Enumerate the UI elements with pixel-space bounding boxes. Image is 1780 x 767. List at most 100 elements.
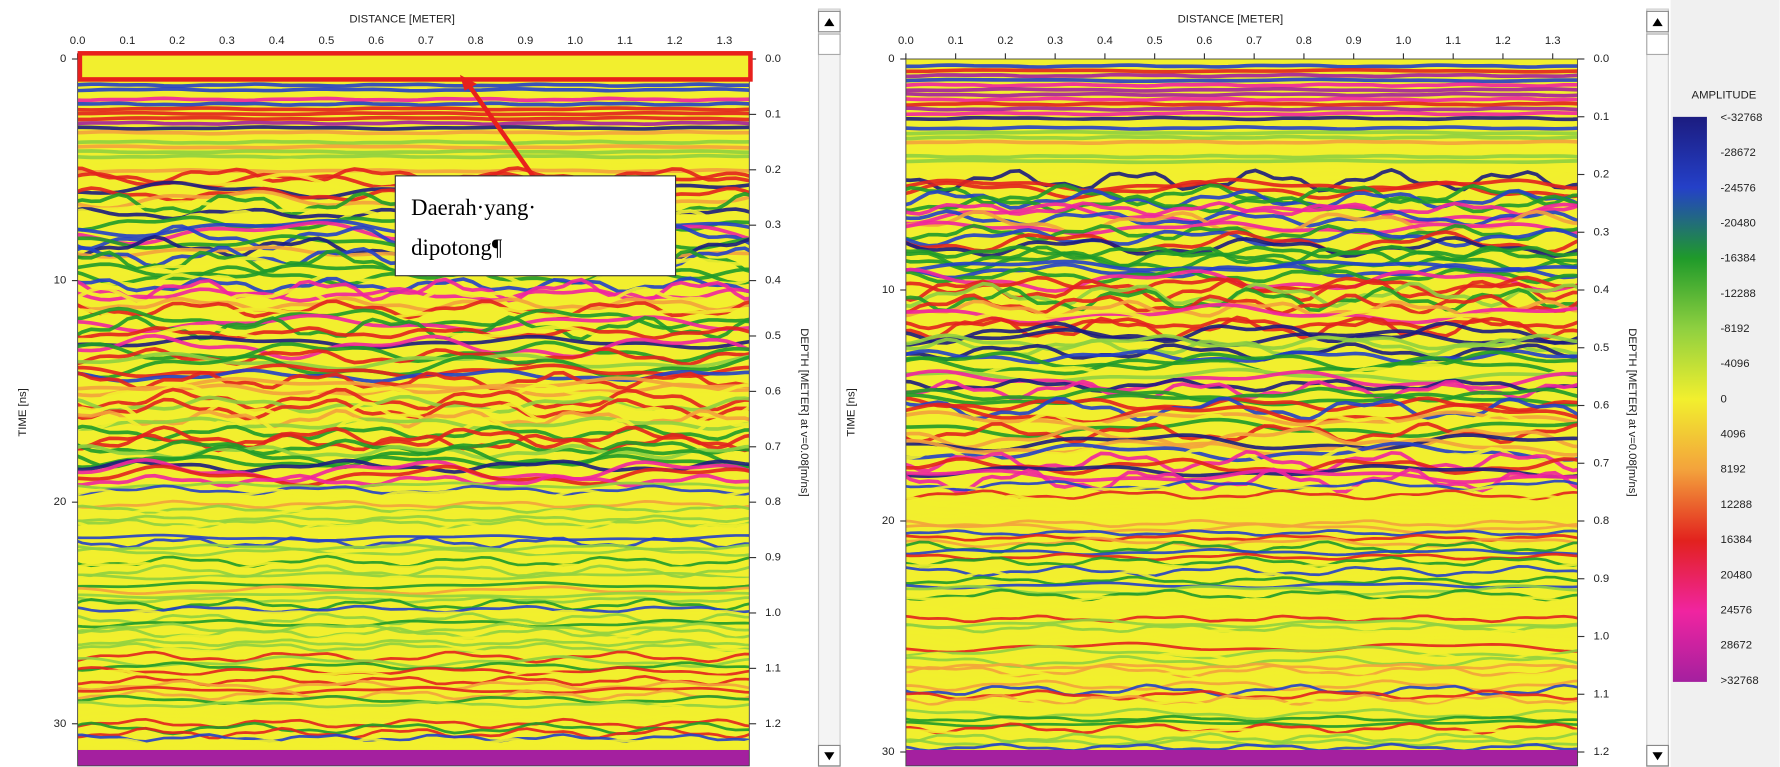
bottom-band [905,749,1578,766]
y2-tick-label: 0.2 [1593,169,1609,181]
reflector-band [77,703,750,716]
reflector-band [77,299,750,320]
reflector-band [905,437,1578,457]
reflector-band [77,334,750,361]
reflector-band [77,737,750,748]
colorbar [1672,116,1707,682]
arrow-line [466,82,536,179]
reflector-band [905,402,1578,425]
x-tick-label: 0.3 [219,35,235,47]
reflector-band [77,313,750,334]
y2-tick-label: 0.4 [765,275,781,287]
reflector-band [77,650,750,664]
colorbar-label: -28672 [1721,147,1756,159]
reflector-band [905,101,1578,107]
reflector-band [77,139,750,146]
colorbar-label: -12288 [1721,288,1756,300]
reflector-band [77,717,750,730]
x-tick-label: 0.6 [368,35,384,47]
reflector-band [77,106,750,112]
x-tick-label: 0.7 [418,35,434,47]
chart-layer: DISTANCE [METER] 0.0 0.1 0.2 0.3 0.4 0.5 0.6 0.7… [17,13,1762,767]
reflector-band [77,694,750,705]
reflector-band [905,683,1578,697]
reflector-band [905,148,1578,155]
reflector-band [77,571,750,581]
reflector-band [77,595,750,604]
reflector-band [77,82,750,88]
reflector-band [905,410,1578,427]
reflector-band [905,139,1578,146]
reflector-band [905,637,1578,648]
x-tick-label: 0.9 [1346,35,1362,47]
reflector-band [905,115,1578,122]
y2-tick-label: 1.1 [1593,688,1609,700]
reflector-band [905,714,1578,723]
reflector-band [905,163,1578,169]
reflector-band [905,245,1578,269]
reflector-band [77,604,750,614]
reflector-band [77,134,750,141]
reflector-band [905,63,1578,69]
reflector-band [905,77,1578,84]
annotation: Daerah·yang· dipotong¶ [394,74,677,277]
reflector-band [905,201,1578,217]
reflector-band [905,355,1578,377]
reflector-band [77,481,750,490]
x-tick-label: 0.8 [468,35,484,47]
reflector-band [77,669,750,683]
colorbar-label: 12288 [1721,499,1753,511]
reflector-band [905,188,1578,210]
reflector-band [77,144,750,150]
reflector-band [77,153,750,160]
reflector-band [77,438,750,457]
reflector-band [77,547,750,558]
reflector-band [905,67,1578,74]
colorbar-label: 20480 [1721,569,1753,581]
reflector-band [905,183,1578,207]
reflector-band [77,286,750,313]
reflector-band [905,597,1578,611]
x-tick-label: 0.5 [1147,35,1163,47]
y2-tick-label: 0.7 [1593,457,1609,469]
arrow-head [459,74,477,91]
reflector-band [77,110,750,117]
y2-tick-label: 0.4 [1593,284,1609,296]
reflector-band [77,514,750,523]
reflector-band [905,728,1578,739]
callout-box [394,175,677,277]
reflector-band [77,707,750,721]
reflector-band [905,425,1578,450]
y2-tick-label: 0.8 [765,496,781,508]
reflector-band [77,700,750,709]
y2-tick-label: 1.2 [1593,746,1609,758]
y2-tick-label: 0.1 [1593,111,1609,123]
reflector-band [77,296,750,313]
reflector-band [905,321,1578,345]
x-tick-label: 1.0 [567,35,583,47]
reflector-band [905,168,1578,174]
scrollbar[interactable] [817,8,841,767]
x-tick-label: 0.5 [319,35,335,47]
reflector-band [905,59,1578,64]
reflector-band [905,738,1578,748]
reflector-band [905,91,1578,98]
colorbar-title: AMPLITUDE [1692,89,1757,101]
reflector-band [77,91,750,98]
reflector-band [905,87,1578,93]
reflector-band [905,693,1578,706]
reflector-band [905,508,1578,520]
reflector-band [905,588,1578,602]
y2-axis-title: DEPTH [METER] at v=0.08[m/ns] [1626,328,1638,496]
colorbar-label: 8192 [1721,464,1746,476]
reflector-band [77,148,750,155]
reflector-band [905,177,1578,193]
reflector-band [905,494,1578,505]
reflector-band [77,535,750,550]
colorbar-label: 24576 [1721,604,1753,616]
radargram [905,59,1578,766]
reflector-band [77,529,750,538]
reflector-band [905,468,1578,484]
scrollbar[interactable] [1646,8,1669,767]
